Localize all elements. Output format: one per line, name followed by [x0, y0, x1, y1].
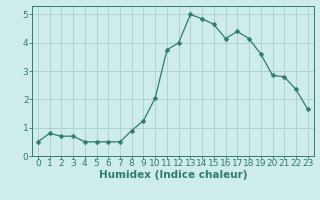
X-axis label: Humidex (Indice chaleur): Humidex (Indice chaleur) — [99, 170, 247, 180]
